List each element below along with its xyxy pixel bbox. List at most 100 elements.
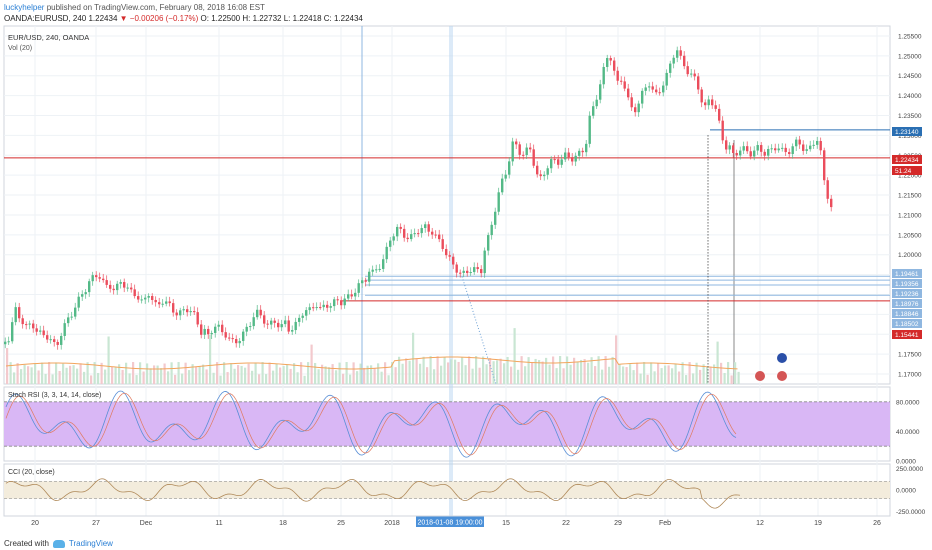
candle-body xyxy=(371,269,374,272)
candle-body xyxy=(406,237,409,240)
volume-bar xyxy=(366,365,369,384)
volume-bar xyxy=(310,344,313,384)
price-label-box xyxy=(892,269,922,278)
volume-bar xyxy=(408,360,411,384)
cci-y-tick: -250.0000 xyxy=(896,509,926,516)
candle-body xyxy=(200,324,203,335)
volume-bar xyxy=(590,357,593,384)
event-flag-icon xyxy=(777,371,787,381)
x-tick-label: 19 xyxy=(814,520,822,527)
price-label-text: 1.18976 xyxy=(895,301,919,308)
volume-bar xyxy=(51,374,54,384)
price-label-box xyxy=(892,166,922,175)
x-tick-label: Dec xyxy=(140,520,153,527)
volume-bar xyxy=(128,373,131,384)
candle-body xyxy=(287,320,290,332)
volume-bar xyxy=(48,362,51,384)
volume-bar xyxy=(527,357,530,384)
volume-bar xyxy=(69,365,72,384)
volume-bar xyxy=(548,364,551,384)
volume-bar xyxy=(636,362,639,384)
volume-bar xyxy=(723,372,726,384)
candle-body xyxy=(378,268,381,270)
volume-bar xyxy=(65,367,68,384)
candle-body xyxy=(704,102,707,106)
candle-body xyxy=(777,148,780,151)
candle-body xyxy=(84,292,87,295)
volume-bar xyxy=(300,362,303,384)
candle-body xyxy=(340,300,343,306)
candle-body xyxy=(165,301,168,304)
candle-body xyxy=(774,148,777,151)
volume-bar xyxy=(443,357,446,384)
candle-body xyxy=(305,310,308,316)
candle-body xyxy=(749,151,752,157)
volume-bar xyxy=(457,361,460,384)
volume-bar xyxy=(303,375,306,384)
stoch-panel-title: Stoch RSI (3, 3, 14, 14, close) xyxy=(8,392,101,399)
volume-bar xyxy=(650,362,653,384)
volume-bar xyxy=(121,369,124,384)
candle-body xyxy=(599,84,602,100)
candle-body xyxy=(315,307,318,309)
tradingview-brand[interactable]: TradingView xyxy=(68,539,113,548)
volume-bar xyxy=(132,362,135,384)
volume-bar xyxy=(545,357,548,384)
volume-bar xyxy=(415,358,418,384)
candle-body xyxy=(739,150,742,156)
candle-body xyxy=(781,147,784,149)
candle-body xyxy=(263,315,266,324)
x-tick-label: 26 xyxy=(873,520,881,527)
volume-bar xyxy=(104,369,107,384)
volume-bar xyxy=(93,362,96,384)
candle-body xyxy=(364,280,367,282)
price-label-text: 1.18846 xyxy=(895,311,919,318)
cci-y-tick: 0.0000 xyxy=(896,488,916,495)
candle-body xyxy=(819,140,822,151)
volume-bar xyxy=(314,362,317,384)
candle-body xyxy=(676,50,679,58)
candle-body xyxy=(228,337,231,339)
volume-bar xyxy=(566,356,569,384)
candle-body xyxy=(784,147,787,153)
stoch-band xyxy=(4,401,890,447)
volume-bar xyxy=(209,334,212,384)
candle-body xyxy=(203,328,206,335)
publisher-link[interactable]: luckyhelper xyxy=(4,3,45,12)
volume-bar xyxy=(202,364,205,384)
candle-body xyxy=(4,341,7,345)
volume-bar xyxy=(622,366,625,384)
volume-bar xyxy=(16,363,19,384)
x-tick-label: 20 xyxy=(31,520,39,527)
candle-body xyxy=(770,148,773,150)
candle-body xyxy=(711,99,714,106)
x-tick-label: 2018 xyxy=(384,520,400,527)
volume-bar xyxy=(307,362,310,384)
y-tick-label: 1.22000 xyxy=(898,173,922,180)
candle-body xyxy=(280,324,283,328)
candle-body xyxy=(585,143,588,153)
candle-body xyxy=(648,86,651,88)
volume-bar xyxy=(503,363,506,384)
candle-body xyxy=(242,331,245,341)
volume-bar xyxy=(111,366,114,384)
candle-body xyxy=(714,105,717,109)
volume-bar xyxy=(695,362,698,384)
candle-body xyxy=(161,303,164,305)
candle-body xyxy=(119,282,122,284)
volume-bar xyxy=(625,367,628,384)
volume-bar xyxy=(387,375,390,384)
volume-bar xyxy=(265,374,268,384)
candle-body xyxy=(602,66,605,85)
volume-bar xyxy=(195,367,198,384)
volume-bar xyxy=(216,362,219,384)
candle-body xyxy=(805,149,808,151)
candle-body xyxy=(112,288,115,291)
price-label-text: 51.24 xyxy=(895,168,912,175)
candle-body xyxy=(557,159,560,165)
candle-body xyxy=(476,267,479,270)
candle-body xyxy=(77,296,80,308)
candle-body xyxy=(186,309,189,313)
volume-bar xyxy=(538,360,541,384)
